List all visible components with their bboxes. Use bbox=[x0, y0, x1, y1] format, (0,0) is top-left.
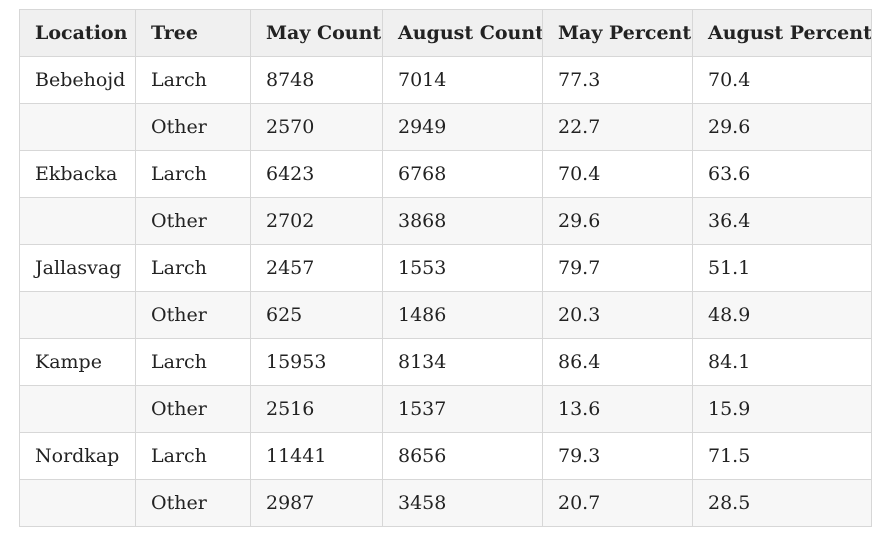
cell-tree: Other bbox=[135, 291, 251, 339]
cell-may-count: 15953 bbox=[250, 338, 383, 386]
cell-tree: Other bbox=[135, 385, 251, 433]
cell-tree: Larch bbox=[135, 432, 251, 480]
cell-location: Bebehojd bbox=[19, 56, 136, 104]
header-tree: Tree bbox=[135, 9, 251, 57]
header-location: Location bbox=[19, 9, 136, 57]
cell-august-count: 3458 bbox=[382, 479, 543, 527]
cell-august-count: 1537 bbox=[382, 385, 543, 433]
table-header: Location Tree May Count August Count May… bbox=[19, 9, 872, 57]
cell-location: Ekbacka bbox=[19, 150, 136, 198]
cell-tree: Larch bbox=[135, 56, 251, 104]
cell-august-percent: 15.9 bbox=[692, 385, 872, 433]
cell-location bbox=[19, 385, 136, 433]
table-body: Bebehojd Larch 8748 7014 77.3 70.4 Other 2570 29… bbox=[19, 56, 872, 527]
cell-may-percent: 70.4 bbox=[542, 150, 693, 198]
cell-location: Kampe bbox=[19, 338, 136, 386]
cell-location: Jallasvag bbox=[19, 244, 136, 292]
cell-may-percent: 79.3 bbox=[542, 432, 693, 480]
cell-may-count: 6423 bbox=[250, 150, 383, 198]
cell-august-percent: 29.6 bbox=[692, 103, 872, 151]
data-table: Location Tree May Count August Count May… bbox=[19, 9, 872, 527]
cell-august-count: 1553 bbox=[382, 244, 543, 292]
cell-tree: Other bbox=[135, 197, 251, 245]
table-row: Other 2570 2949 22.7 29.6 bbox=[19, 103, 872, 151]
header-august-count: August Count bbox=[382, 9, 543, 57]
cell-august-count: 3868 bbox=[382, 197, 543, 245]
header-row: Location Tree May Count August Count May… bbox=[19, 9, 872, 57]
header-august-percent: August Percent bbox=[692, 9, 872, 57]
cell-may-count: 11441 bbox=[250, 432, 383, 480]
cell-may-percent: 20.3 bbox=[542, 291, 693, 339]
cell-may-percent: 77.3 bbox=[542, 56, 693, 104]
header-may-percent: May Percent bbox=[542, 9, 693, 57]
cell-may-percent: 79.7 bbox=[542, 244, 693, 292]
cell-may-count: 625 bbox=[250, 291, 383, 339]
cell-august-percent: 36.4 bbox=[692, 197, 872, 245]
cell-may-percent: 22.7 bbox=[542, 103, 693, 151]
cell-may-percent: 29.6 bbox=[542, 197, 693, 245]
table-row: Nordkap Larch 11441 8656 79.3 71.5 bbox=[19, 432, 872, 480]
cell-august-count: 7014 bbox=[382, 56, 543, 104]
cell-location bbox=[19, 479, 136, 527]
cell-may-count: 2702 bbox=[250, 197, 383, 245]
cell-location bbox=[19, 103, 136, 151]
cell-may-percent: 13.6 bbox=[542, 385, 693, 433]
cell-august-percent: 63.6 bbox=[692, 150, 872, 198]
cell-may-count: 8748 bbox=[250, 56, 383, 104]
table-row: Ekbacka Larch 6423 6768 70.4 63.6 bbox=[19, 150, 872, 198]
cell-location: Nordkap bbox=[19, 432, 136, 480]
cell-august-count: 8134 bbox=[382, 338, 543, 386]
cell-august-count: 8656 bbox=[382, 432, 543, 480]
cell-may-count: 2457 bbox=[250, 244, 383, 292]
table-row: Other 2516 1537 13.6 15.9 bbox=[19, 385, 872, 433]
cell-august-percent: 48.9 bbox=[692, 291, 872, 339]
cell-may-percent: 86.4 bbox=[542, 338, 693, 386]
cell-august-percent: 70.4 bbox=[692, 56, 872, 104]
cell-may-percent: 20.7 bbox=[542, 479, 693, 527]
header-may-count: May Count bbox=[250, 9, 383, 57]
table-row: Kampe Larch 15953 8134 86.4 84.1 bbox=[19, 338, 872, 386]
table-row: Other 2987 3458 20.7 28.5 bbox=[19, 479, 872, 527]
cell-august-count: 1486 bbox=[382, 291, 543, 339]
cell-august-percent: 71.5 bbox=[692, 432, 872, 480]
cell-may-count: 2516 bbox=[250, 385, 383, 433]
table-row: Other 625 1486 20.3 48.9 bbox=[19, 291, 872, 339]
cell-tree: Other bbox=[135, 103, 251, 151]
cell-tree: Larch bbox=[135, 244, 251, 292]
cell-location bbox=[19, 197, 136, 245]
table-row: Other 2702 3868 29.6 36.4 bbox=[19, 197, 872, 245]
table-row: Jallasvag Larch 2457 1553 79.7 51.1 bbox=[19, 244, 872, 292]
cell-tree: Larch bbox=[135, 150, 251, 198]
cell-august-percent: 28.5 bbox=[692, 479, 872, 527]
cell-august-percent: 84.1 bbox=[692, 338, 872, 386]
cell-tree: Other bbox=[135, 479, 251, 527]
cell-may-count: 2987 bbox=[250, 479, 383, 527]
table-row: Bebehojd Larch 8748 7014 77.3 70.4 bbox=[19, 56, 872, 104]
cell-may-count: 2570 bbox=[250, 103, 383, 151]
cell-august-percent: 51.1 bbox=[692, 244, 872, 292]
cell-august-count: 2949 bbox=[382, 103, 543, 151]
cell-tree: Larch bbox=[135, 338, 251, 386]
cell-august-count: 6768 bbox=[382, 150, 543, 198]
cell-location bbox=[19, 291, 136, 339]
